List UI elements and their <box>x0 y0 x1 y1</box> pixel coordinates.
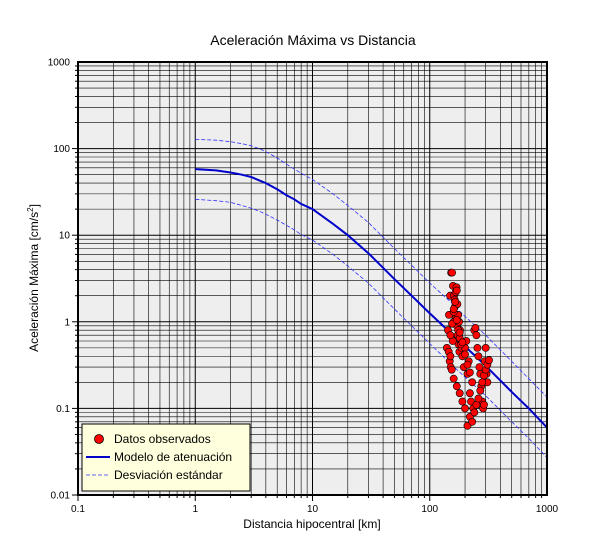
y-tick-label: 10 <box>59 231 71 242</box>
data-point <box>481 343 490 352</box>
data-point <box>448 268 456 277</box>
legend-deviation-label: Desviación estándar <box>114 468 223 482</box>
data-point <box>468 417 477 426</box>
deviation-line <box>195 198 548 458</box>
points <box>442 268 493 430</box>
data-point <box>474 394 483 403</box>
data-point <box>455 328 464 337</box>
x-tick-label: 1000 <box>536 504 559 515</box>
legend-observed-label: Datos observados <box>114 432 211 446</box>
y-axis-title-main: Aceleración Máxima [cm/s <box>27 212 41 352</box>
x-tick-label: 0.1 <box>71 504 85 515</box>
data-point <box>455 389 464 398</box>
y-tick-label: 100 <box>53 144 70 155</box>
data-point <box>478 378 487 387</box>
data-point <box>446 352 455 361</box>
y-tick-label: 1 <box>64 317 70 328</box>
data-point <box>470 408 479 417</box>
data-point <box>468 378 477 387</box>
data-point <box>452 382 461 391</box>
data-point <box>452 316 461 324</box>
y-axis-title: Aceleración Máxima [cm/s2] <box>26 204 41 352</box>
data-point <box>465 368 474 377</box>
data-point <box>480 400 488 409</box>
x-tick-label: 100 <box>421 504 438 515</box>
data-point <box>465 389 474 398</box>
x-tick-label: 10 <box>307 504 319 515</box>
legend-model-label: Modelo de atenuación <box>114 450 232 464</box>
data-point <box>476 386 485 395</box>
data-point <box>461 350 469 359</box>
data-point <box>449 374 458 383</box>
data-point <box>452 286 461 295</box>
plot-frame <box>77 61 548 496</box>
data-point <box>458 338 467 347</box>
data-point <box>458 397 467 406</box>
y-tick-label: 0.01 <box>51 491 71 502</box>
y-ticks: 0.01 0.1 1 10 100 1000 <box>48 58 78 502</box>
data-point <box>447 365 456 374</box>
data-point <box>449 305 458 313</box>
x-axis-title: Distancia hipocentral [km] <box>243 517 380 531</box>
data-point <box>473 343 482 352</box>
x-ticks: 0.1 1 10 100 1000 <box>71 495 559 515</box>
y-axis-title-sup: 2 <box>26 207 35 212</box>
data-point <box>474 352 483 361</box>
y-tick-label: 0.1 <box>56 404 70 415</box>
data-point <box>463 360 472 369</box>
deviation-line <box>195 138 548 398</box>
y-tick-label: 1000 <box>48 58 71 69</box>
legend-observed-marker <box>94 434 104 444</box>
data-point <box>451 297 460 306</box>
data-point <box>446 331 455 340</box>
legend: Datos observados Modelo de atenuación De… <box>81 423 251 492</box>
chart-title: Aceleración Máxima vs Distancia <box>210 32 416 48</box>
data-point <box>485 356 493 365</box>
data-point <box>472 331 481 340</box>
data-point <box>461 404 469 413</box>
x-tick-label: 1 <box>192 504 198 515</box>
data-point <box>471 323 480 332</box>
y-axis-title-end: ] <box>27 204 41 207</box>
